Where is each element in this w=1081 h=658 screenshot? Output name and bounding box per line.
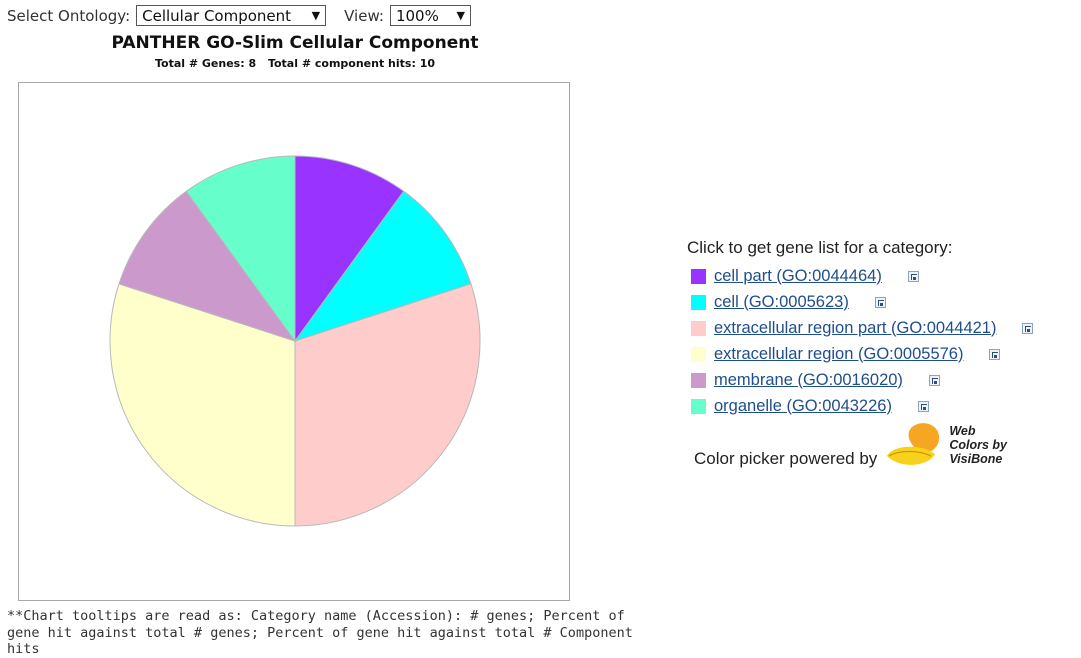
tree-icon[interactable] <box>1022 322 1034 334</box>
chart-footnote: **Chart tooltips are read as: Category n… <box>7 608 633 657</box>
pie-slice-5[interactable] <box>185 155 296 343</box>
legend-title: Click to get gene list for a category: <box>687 238 953 257</box>
legend-swatch <box>691 372 706 388</box>
legend-list: cell part (GO:0044464) cell (GO:0005623) e… <box>687 263 1034 419</box>
legend-swatch <box>691 346 706 362</box>
color-picker-credit: Color picker powered by Web Colors by Vi… <box>694 420 1018 475</box>
legend-item: cell (GO:0005623) <box>687 289 1033 315</box>
view-label: View: <box>344 6 384 25</box>
tree-icon[interactable] <box>989 348 1001 360</box>
legend-swatch <box>691 320 706 336</box>
visibone-logo[interactable]: Web Colors by VisiBone <box>883 420 1018 475</box>
tree-icon[interactable] <box>928 374 940 386</box>
legend-link[interactable]: membrane (GO:0016020) <box>714 370 903 389</box>
visibone-logo-graphic <box>887 423 940 465</box>
legend-link[interactable]: cell (GO:0005623) <box>714 292 849 311</box>
legend-link[interactable]: cell part (GO:0044464) <box>714 266 882 285</box>
legend-swatch <box>691 268 706 284</box>
pie-chart-panel <box>18 82 570 601</box>
legend-link[interactable]: organelle (GO:0043226) <box>714 396 892 415</box>
color-picker-text: Color picker powered by <box>694 448 878 468</box>
pie-slice-0[interactable] <box>294 155 405 343</box>
legend-swatch <box>691 294 706 310</box>
legend-item: extracellular region part (GO:0044421) <box>687 315 1034 341</box>
legend-item: cell part (GO:0044464) <box>687 263 1033 289</box>
view-select-value: 100% <box>395 6 439 25</box>
chart-subtitle: Total # Genes: 8 Total # component hits:… <box>0 57 590 70</box>
legend-link[interactable]: extracellular region (GO:0005576) <box>714 344 964 363</box>
legend-link[interactable]: extracellular region part (GO:0044421) <box>714 318 997 337</box>
tree-icon[interactable] <box>907 270 919 282</box>
legend-swatch <box>691 398 706 414</box>
toolbar: Select Ontology: Cellular Component ▼ Vi… <box>7 5 471 26</box>
pie-chart <box>109 155 481 527</box>
ontology-select-value: Cellular Component <box>142 6 292 25</box>
chart-title: PANTHER GO-Slim Cellular Component <box>111 33 479 53</box>
visibone-logo-text: Web Colors by VisiBone <box>949 424 1007 466</box>
total-genes: Total # Genes: 8 <box>154 57 257 70</box>
legend: Click to get gene list for a category: c… <box>687 238 1034 419</box>
legend-item: organelle (GO:0043226) <box>687 393 1033 419</box>
ontology-select[interactable]: Cellular Component ▼ <box>136 5 327 26</box>
view-select[interactable]: 100% ▼ <box>389 5 471 26</box>
legend-item: membrane (GO:0016020) <box>687 367 1033 393</box>
pie-slice-2[interactable] <box>294 283 481 527</box>
tree-icon[interactable] <box>874 296 886 308</box>
pie-slice-1[interactable] <box>293 190 472 342</box>
dropdown-arrow-icon: ▼ <box>456 9 465 22</box>
total-hits: Total # component hits: 10 <box>267 57 436 70</box>
pie-slice-3[interactable] <box>109 283 296 527</box>
tree-icon[interactable] <box>917 400 929 412</box>
ontology-label: Select Ontology: <box>7 6 131 25</box>
legend-item: extracellular region (GO:0005576) <box>687 341 1033 367</box>
dropdown-arrow-icon: ▼ <box>311 9 321 22</box>
pie-slice-4[interactable] <box>118 190 297 342</box>
